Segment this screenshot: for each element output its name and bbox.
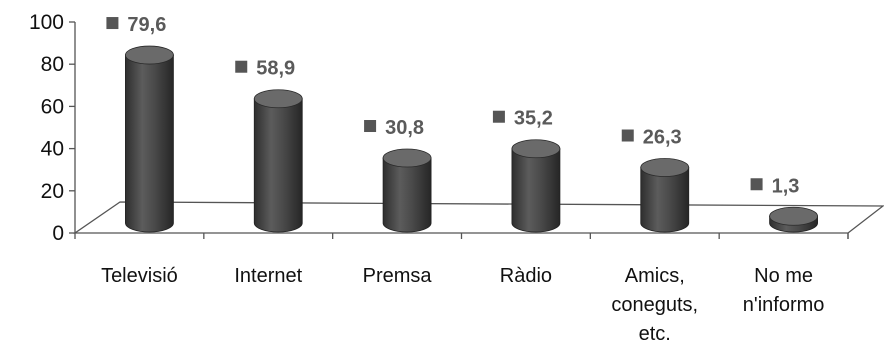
category-label: etc.: [639, 323, 671, 345]
data-label: 35,2: [514, 108, 553, 130]
bar-2: [253, 89, 303, 233]
data-marker: [364, 120, 377, 133]
data-marker: [621, 129, 634, 142]
category-label: Ràdio: [500, 265, 552, 287]
data-marker: [750, 178, 763, 191]
bar-body: [125, 54, 174, 233]
bar-4: [511, 139, 561, 233]
data-label: 30,8: [385, 117, 424, 139]
bar-body: [640, 167, 690, 233]
bar-body: [253, 98, 303, 233]
y-tick-label: 100: [29, 11, 64, 34]
data-label: 79,6: [127, 14, 166, 36]
bar-top: [125, 45, 174, 65]
category-label: No me: [754, 265, 813, 287]
data-label: 1,3: [772, 175, 800, 197]
data-marker: [235, 60, 248, 73]
axes: [69, 21, 884, 239]
floor-plane: [72, 201, 884, 234]
bar-top: [511, 139, 561, 159]
bar-top: [382, 148, 432, 168]
y-tick-label: 60: [41, 95, 64, 118]
bar-6: [769, 206, 818, 233]
category-label: Internet: [234, 265, 302, 287]
bar-3: [382, 148, 432, 233]
labels: 0 20 40 60 80 100 79,6 Televisió 58,9 Internet 30,…: [29, 11, 824, 345]
bar-body: [382, 157, 432, 233]
data-label: 58,9: [256, 58, 295, 80]
data-label: 26,3: [643, 127, 682, 149]
category-label: n'informo: [743, 294, 825, 316]
bar-body: [511, 148, 561, 233]
bars: [125, 45, 818, 233]
category-label: Amics,: [625, 265, 685, 287]
y-tick-label: 0: [52, 222, 64, 245]
y-tick-label: 80: [41, 53, 64, 76]
category-label: Premsa: [363, 265, 433, 287]
bar-top: [769, 206, 818, 226]
y-tick-label: 40: [41, 138, 64, 161]
bar-top: [640, 158, 690, 177]
bar-5: [640, 158, 690, 233]
data-marker: [492, 110, 505, 123]
bar-top: [253, 89, 303, 109]
category-label: Televisió: [101, 265, 178, 287]
data-marker: [106, 17, 119, 30]
category-label: coneguts,: [611, 294, 698, 316]
bar-1: [125, 45, 174, 233]
y-tick-label: 20: [41, 180, 64, 203]
